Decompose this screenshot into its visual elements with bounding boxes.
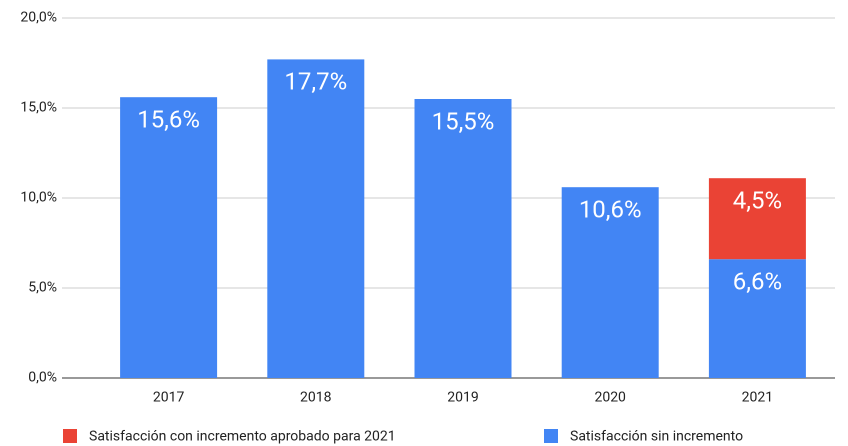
bar-segment — [561, 187, 659, 378]
y-tick-label: 0,0% — [28, 370, 57, 386]
data-label: 15,6% — [137, 106, 200, 134]
bar-segment — [120, 97, 218, 378]
legend-swatch — [63, 429, 77, 443]
data-label: 15,5% — [432, 107, 495, 135]
legend-label: Satisfacción con incremento aprobado par… — [89, 429, 396, 445]
bar-segment — [267, 59, 365, 379]
x-tick-label: 2020 — [594, 390, 626, 406]
data-label: 17,7% — [284, 68, 347, 96]
data-label: 10,6% — [579, 196, 642, 224]
x-tick-label: 2017 — [153, 390, 185, 406]
bar-segment — [708, 259, 806, 378]
bar-segment — [414, 99, 512, 378]
y-tick-label: 10,0% — [20, 190, 57, 206]
y-tick-label: 5,0% — [28, 280, 57, 296]
y-tick-label: 20,0% — [20, 10, 57, 26]
x-tick-label: 2021 — [742, 390, 773, 406]
data-label: 6,6% — [733, 268, 782, 296]
y-tick-label: 15,0% — [20, 100, 57, 116]
legend-swatch — [544, 429, 558, 443]
x-tick-label: 2018 — [300, 390, 332, 406]
data-label: 4,5% — [733, 187, 782, 215]
legend-label: Satisfacción sin incremento — [570, 429, 743, 445]
x-tick-label: 2019 — [447, 390, 478, 406]
bar-segment — [708, 178, 806, 260]
